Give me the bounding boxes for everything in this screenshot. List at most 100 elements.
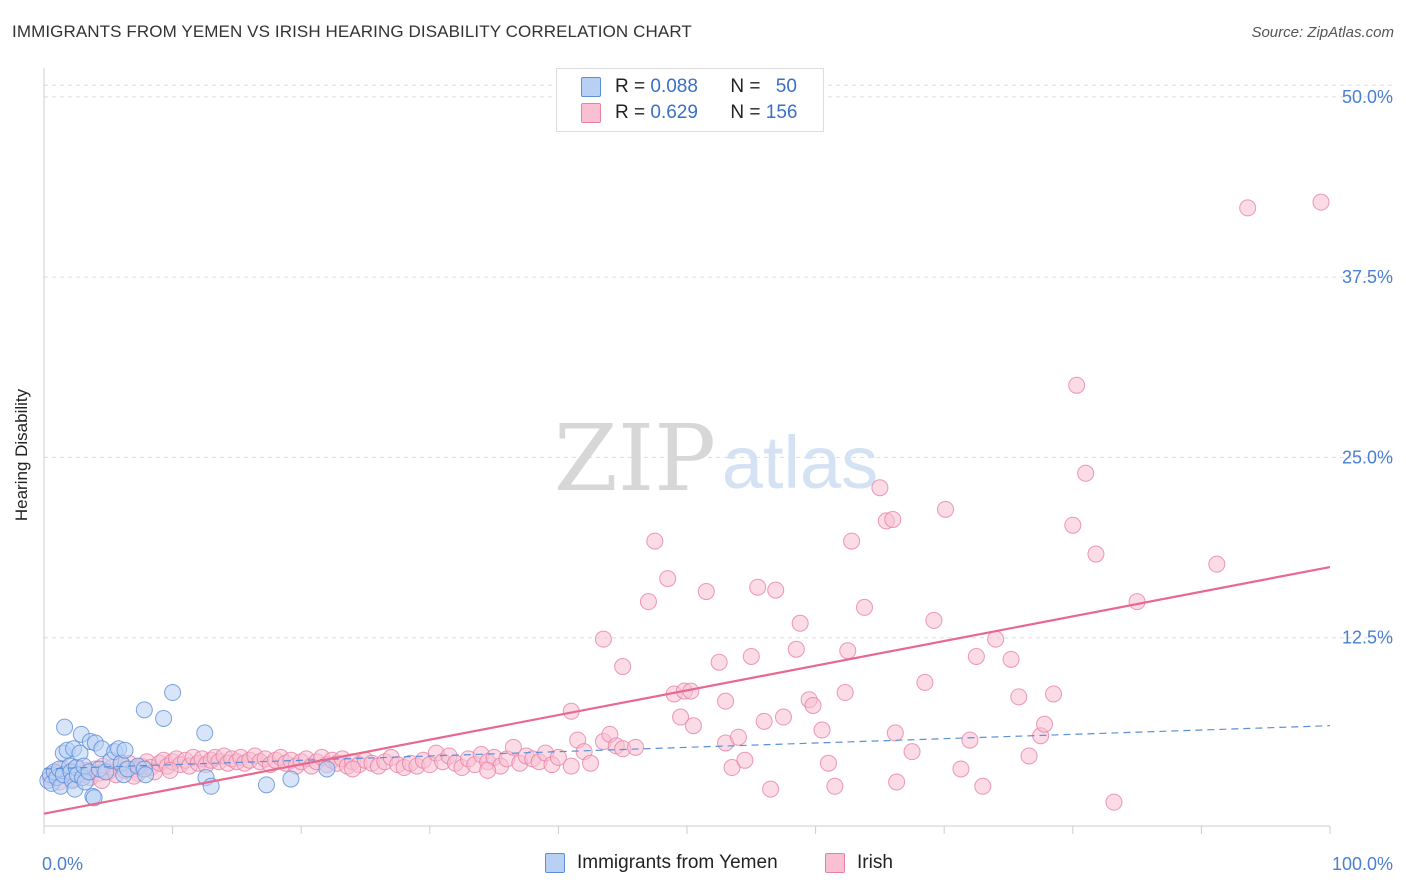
irish-point: [504, 738, 522, 756]
yemen-legend-label: Immigrants from Yemen: [577, 852, 778, 873]
yemen-n-label: N =: [730, 76, 766, 97]
x-tick-label-min: 0.0%: [42, 854, 83, 874]
yemen-legend-swatch: [545, 853, 565, 873]
irish-point: [749, 578, 767, 596]
irish-point: [791, 614, 809, 632]
irish-point: [925, 611, 943, 629]
irish-point: [774, 708, 792, 726]
irish-point: [1068, 376, 1086, 394]
yemen-point: [318, 760, 336, 778]
irish-point: [1020, 747, 1038, 765]
irish-point: [1312, 193, 1330, 211]
y-tick-label: 12.5%: [1342, 628, 1393, 648]
y-tick-label: 37.5%: [1342, 267, 1393, 287]
legend-item-irish[interactable]: Irish: [825, 852, 893, 874]
irish-point: [755, 712, 773, 730]
legend-row-yemen: R = 0.088 N = 50: [581, 74, 797, 100]
legend-item-yemen[interactable]: Immigrants from Yemen: [545, 852, 778, 874]
irish-n-value: 156: [765, 102, 798, 123]
irish-point: [952, 760, 970, 778]
irish-point: [967, 647, 985, 665]
irish-point: [767, 581, 785, 599]
yemen-swatch: [581, 77, 601, 97]
irish-point: [871, 479, 889, 497]
irish-point: [614, 658, 632, 676]
irish-point: [819, 754, 837, 772]
irish-point: [1036, 715, 1054, 733]
irish-point: [1239, 199, 1257, 217]
irish-point: [974, 777, 992, 795]
irish-point: [161, 761, 179, 779]
yemen-trend-line: [43, 725, 1331, 770]
yemen-point: [85, 789, 103, 807]
irish-point: [736, 751, 754, 769]
irish-point: [1077, 464, 1095, 482]
chart-title: IMMIGRANTS FROM YEMEN VS IRISH HEARING D…: [12, 22, 692, 41]
irish-point: [479, 761, 497, 779]
irish-point: [627, 738, 645, 756]
irish-point: [684, 717, 702, 735]
tick-labels: 12.5% 25.0% 37.5% 50.0% 0.0% 100.0%: [42, 87, 1393, 874]
x-tick-label-max: 100.0%: [1332, 854, 1393, 874]
irish-trend-line: [43, 565, 1331, 815]
irish-point: [888, 773, 906, 791]
irish-point: [855, 598, 873, 616]
irish-point: [826, 777, 844, 795]
yemen-point: [164, 684, 182, 702]
y-tick-label: 50.0%: [1342, 87, 1393, 107]
yemen-point: [137, 766, 155, 784]
irish-point: [886, 724, 904, 742]
yemen-point: [282, 770, 300, 788]
legend-row-irish: R = 0.629 N = 156: [581, 100, 797, 126]
yemen-r-label: R =: [615, 76, 651, 97]
irish-point: [710, 653, 728, 671]
points-layer: [39, 193, 1330, 811]
y-tick-label: 25.0%: [1342, 447, 1393, 467]
irish-point: [672, 708, 690, 726]
irish-point: [723, 759, 741, 777]
irish-point: [1045, 685, 1063, 703]
yemen-point: [135, 701, 153, 719]
irish-point: [549, 748, 567, 766]
correlation-legend: R = 0.088 N = 50 R = 0.629 N = 156: [556, 68, 824, 132]
irish-point: [961, 731, 979, 749]
irish-point: [884, 510, 902, 528]
irish-point: [916, 673, 934, 691]
irish-point: [1087, 545, 1105, 563]
irish-point: [729, 728, 747, 746]
trend-layer: [43, 565, 1331, 815]
yemen-n-value: 50: [775, 76, 797, 97]
irish-r-label: R =: [615, 102, 651, 123]
irish-point: [804, 697, 822, 714]
grid-layer: [44, 84, 1392, 639]
irish-legend-swatch: [825, 853, 845, 873]
source-credit: Source: ZipAtlas.com: [1251, 24, 1394, 41]
yemen-point: [257, 776, 275, 794]
irish-point: [936, 500, 954, 518]
yemen-point: [56, 718, 74, 736]
irish-point: [646, 532, 664, 550]
irish-point: [562, 757, 580, 775]
irish-point: [1010, 688, 1028, 706]
irish-point: [836, 684, 854, 702]
series-legend: Immigrants from Yemen Irish: [0, 852, 1406, 878]
irish-point: [839, 642, 857, 660]
irish-r-value: 0.629: [650, 102, 698, 123]
irish-point: [1064, 516, 1082, 534]
irish-point: [639, 593, 657, 611]
yemen-point: [116, 741, 134, 759]
irish-point: [582, 754, 600, 772]
irish-point: [344, 760, 362, 778]
watermark-zip: ZIP: [554, 405, 716, 512]
irish-point: [1208, 555, 1226, 573]
irish-point: [813, 721, 831, 739]
irish-point: [762, 780, 780, 798]
yemen-point: [196, 724, 214, 742]
watermark-atlas: atlas: [722, 421, 878, 504]
irish-swatch: [581, 103, 601, 123]
irish-point: [1128, 593, 1146, 611]
irish-point: [717, 692, 735, 710]
irish-point: [1105, 793, 1123, 811]
irish-n-label: N =: [730, 102, 766, 123]
